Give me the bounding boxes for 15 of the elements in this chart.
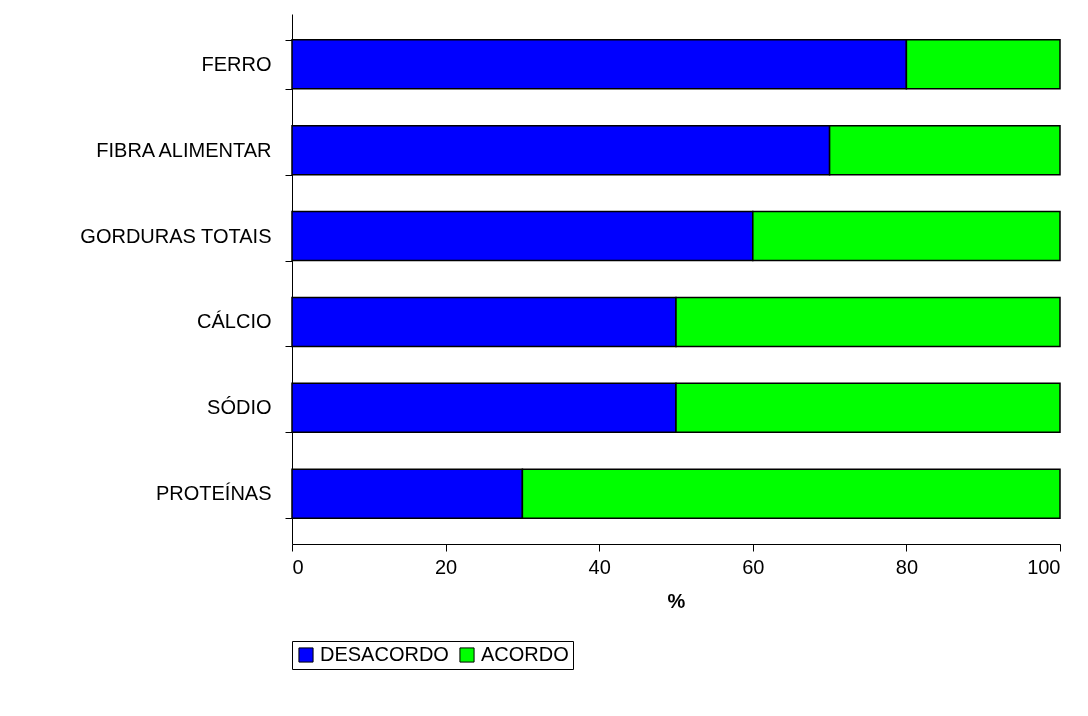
x-axis-title: % <box>667 589 686 612</box>
legend-label: DESACORDO <box>320 643 449 665</box>
legend-label: ACORDO <box>481 643 569 665</box>
x-tick-label: 80 <box>895 555 919 578</box>
y-tick-label: PROTEÍNAS <box>155 482 272 505</box>
y-tick-label: CÁLCIO <box>197 310 272 333</box>
x-tick-label: 100 <box>1027 555 1061 578</box>
x-tick-label: 20 <box>434 555 458 578</box>
y-tick-label: FIBRA ALIMENTAR <box>96 138 272 161</box>
x-tick-label: 0 <box>292 555 304 578</box>
y-tick-label: SÓDIO <box>207 396 272 419</box>
x-tick-label: 60 <box>742 555 765 578</box>
y-tick-label: GORDURAS TOTAIS <box>80 224 272 247</box>
y-tick-label: FERRO <box>201 52 272 75</box>
x-tick-label: 40 <box>588 555 611 578</box>
